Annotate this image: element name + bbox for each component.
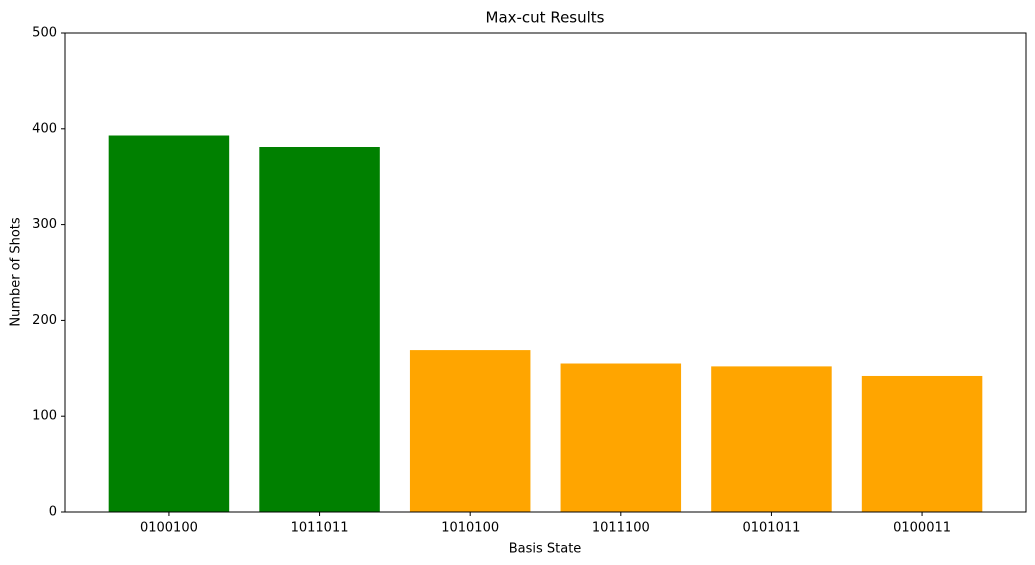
x-axis-label: Basis State [509,542,582,557]
bar [259,147,380,512]
bar [560,363,682,512]
y-tick-label: 300 [32,217,57,232]
x-tick-label: 0100100 [140,521,198,536]
x-tick-label: 1010100 [441,521,499,536]
x-tick-label: 0100011 [893,521,951,536]
bar [108,135,230,513]
plot-frame [64,32,1027,513]
y-tick-label: 200 [32,313,57,328]
y-axis-label: Number of Shots [9,217,24,327]
x-tick-label: 1011011 [291,521,349,536]
y-tick-label: 400 [32,121,57,136]
bar [409,350,531,512]
chart-title: Max-cut Results [486,9,605,27]
y-tick-label: 100 [32,409,57,424]
y-tick-label: 500 [32,26,57,41]
y-tick-label: 0 [49,505,57,520]
bar [711,366,832,512]
bar [861,375,983,512]
x-tick-label: 1011100 [592,521,650,536]
x-tick-label: 0101011 [742,521,800,536]
